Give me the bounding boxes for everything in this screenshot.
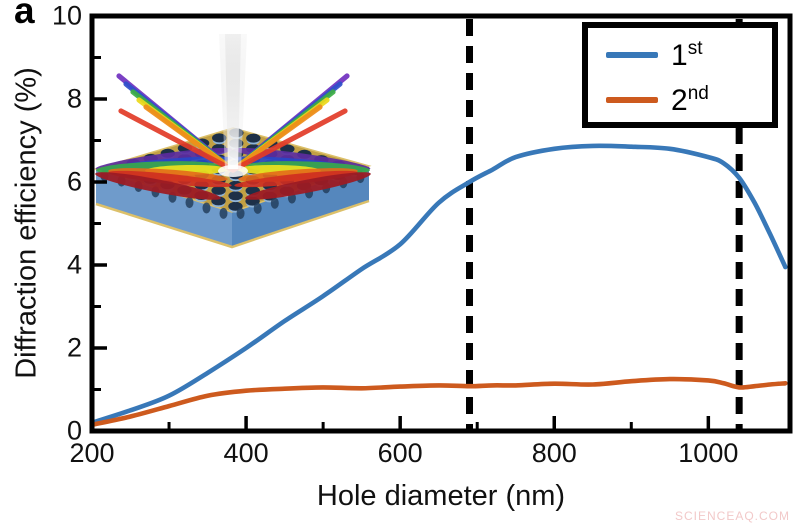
edge-notch: [202, 202, 211, 214]
hole: [211, 185, 226, 195]
slab-left-face: [96, 169, 232, 247]
inplane-beam: [108, 170, 232, 188]
panel-label: a: [14, 0, 35, 31]
photonic-crystal-slab-diffraction-illustration: [93, 34, 372, 249]
y-tick-label: 2: [66, 332, 82, 363]
curve-1st-order: [89, 143, 788, 425]
x-tick-label: 400: [223, 438, 269, 468]
legend-entry-2nd: 2nd: [588, 82, 772, 118]
y-tick-label: 8: [66, 83, 82, 114]
hole: [212, 133, 227, 143]
slab-bottom-edge: [95, 199, 370, 249]
hole: [246, 133, 261, 143]
x-tick-label: 800: [531, 438, 577, 468]
legend-line-1st-order: [606, 52, 658, 58]
watermark: SCIENCEAQ.COM: [674, 509, 790, 523]
legend-label-2nd-order: 2nd: [671, 83, 709, 117]
x-tick-label: 200: [69, 438, 115, 468]
x-tick-label: 1000: [678, 438, 739, 468]
x-tick-label: 600: [377, 438, 423, 468]
legend-label-1st-order: 1st: [671, 38, 703, 72]
y-tick-label: 4: [66, 249, 82, 280]
diffracted-beam: [230, 108, 348, 173]
edge-notch: [270, 197, 279, 209]
edge-notch: [253, 202, 262, 214]
x-axis-label: Hole diameter (nm): [316, 480, 566, 512]
y-axis-label: Diffraction efficiency (%): [10, 67, 43, 379]
y-tick-label: 0: [66, 415, 82, 446]
plot-frame: [89, 13, 793, 434]
beam-impact-glow: [218, 165, 248, 177]
legend-line-2nd-order: [606, 97, 658, 103]
inplane-beam: [245, 172, 371, 200]
diffracted-beam: [118, 108, 236, 173]
curve-2nd-order: [89, 376, 788, 428]
edge-notch: [185, 197, 194, 209]
edge-notch: [219, 207, 228, 219]
edge-notch: [236, 207, 245, 219]
inplane-beam: [95, 172, 221, 200]
incident-beam: [225, 34, 241, 169]
hole: [228, 191, 243, 201]
legend-entry-1st: 1st: [588, 37, 772, 73]
y-tick-label: 6: [66, 166, 82, 197]
inplane-beam: [234, 170, 358, 188]
y-tick-label: 10: [51, 0, 82, 31]
legend-box: 1st 2nd: [582, 22, 778, 128]
